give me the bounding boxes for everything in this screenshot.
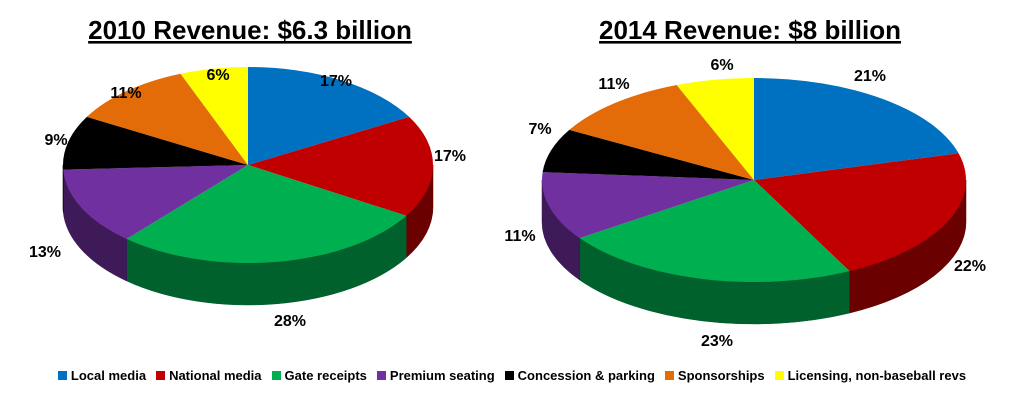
- data-label-national-media: 22%: [954, 258, 986, 275]
- legend-swatch: [664, 371, 674, 380]
- legend-item-local-media: Local media: [57, 368, 147, 383]
- data-label-local-media: 21%: [854, 68, 886, 85]
- pie-slice-licensing-non-baseball-revs: [676, 78, 754, 180]
- data-label-concession-parking: 9%: [44, 132, 67, 149]
- legend-label: National media: [169, 368, 262, 383]
- pie-slice-national-media: [248, 116, 433, 216]
- charts-canvas: 2010 Revenue: $6.3 billion 17% 17% 28% 13% 9…: [29, 15, 986, 350]
- pie-slice-concession-parking: [63, 116, 249, 170]
- pie-slice-concession-parking: [542, 129, 754, 180]
- legend-swatch: [57, 371, 67, 380]
- pie-slice-local-media: [248, 67, 410, 165]
- data-label-gate-receipts: 28%: [274, 313, 306, 330]
- pie-slice-licensing-non-baseball-revs: [180, 67, 248, 165]
- legend-swatch: [271, 371, 281, 380]
- pie-2014: 2014 Revenue: $8 billion 21% 22% 23% 11% 7% 1…: [504, 15, 986, 350]
- pie-slice-sponsorships: [569, 85, 754, 180]
- legend-item-concession-parking: Concession & parking: [504, 368, 655, 383]
- pie-slice-gate-receipts: [579, 180, 850, 282]
- data-label-concession-parking: 7%: [528, 121, 551, 138]
- data-label-sponsorships: 11%: [110, 85, 141, 102]
- legend-item-licensing: Licensing, non-baseball revs: [774, 368, 967, 383]
- legend-label: Sponsorships: [677, 368, 765, 383]
- data-label-licensing-non-baseball-revs: 6%: [206, 67, 229, 84]
- data-label-licensing-non-baseball-revs: 6%: [710, 57, 733, 74]
- legend-swatch: [504, 371, 514, 380]
- legend-swatch: [156, 371, 166, 380]
- legend-item-premium-seating: Premium seating: [376, 368, 495, 383]
- legend-label: Concession & parking: [517, 368, 655, 383]
- data-label-premium-seating: 11%: [504, 228, 535, 245]
- chart-title-2014: 2014 Revenue: $8 billion: [599, 15, 901, 45]
- pie-slice-sponsorships: [86, 73, 248, 165]
- legend-label: Local media: [70, 368, 147, 383]
- pie-slice-local-media: [754, 78, 959, 180]
- data-label-sponsorships: 11%: [598, 76, 629, 93]
- data-label-premium-seating: 13%: [29, 244, 61, 261]
- pie-slice-national-media: [754, 153, 966, 272]
- pie-slice-premium-seating: [63, 165, 249, 239]
- pie-2010: 2010 Revenue: $6.3 billion 17% 17% 28% 13% 9…: [29, 15, 466, 330]
- legend-item-gate-receipts: Gate receipts: [271, 368, 367, 383]
- data-label-gate-receipts: 23%: [701, 333, 733, 350]
- data-label-national-media: 17%: [434, 148, 466, 165]
- legend-label: Licensing, non-baseball revs: [787, 368, 967, 383]
- data-label-local-media: 17%: [320, 73, 352, 90]
- legend-item-national-media: National media: [156, 368, 262, 383]
- pie-slice-premium-seating: [541, 172, 754, 239]
- legend-label: Premium seating: [389, 368, 495, 383]
- legend: Local media National media Gate receipts…: [0, 368, 1024, 383]
- legend-label: Gate receipts: [284, 368, 367, 383]
- legend-swatch: [376, 371, 386, 380]
- chart-title-2010: 2010 Revenue: $6.3 billion: [88, 15, 412, 45]
- pie-slice-gate-receipts: [126, 165, 407, 264]
- legend-item-sponsorships: Sponsorships: [664, 368, 765, 383]
- legend-swatch: [774, 371, 784, 380]
